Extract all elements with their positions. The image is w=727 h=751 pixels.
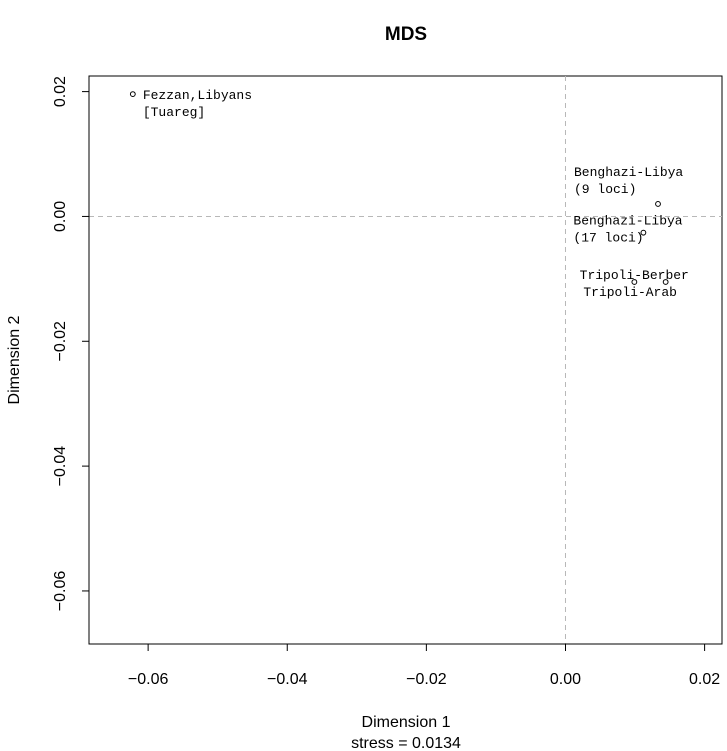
point-label: (9 loci) xyxy=(574,182,636,197)
chart-title: MDS xyxy=(385,24,427,45)
point-label: Benghazi-Libya xyxy=(573,214,682,229)
x-axis-title: Dimension 1 xyxy=(362,714,451,731)
data-point xyxy=(129,91,136,98)
x-tick-label: 0.00 xyxy=(550,671,581,688)
x-tick-label: −0.06 xyxy=(128,671,169,688)
data-point xyxy=(662,279,669,285)
y-tick-label: −0.04 xyxy=(52,446,69,487)
x-tick-label: −0.04 xyxy=(267,671,308,688)
y-axis-title: Dimension 2 xyxy=(6,315,23,404)
data-point xyxy=(655,201,661,207)
y-tick-label: 0.02 xyxy=(52,76,69,107)
point-labels: Fezzan,Libyans [Tuareg] Benghazi-Libya (9 l… xyxy=(143,88,689,300)
point-label: Tripoli-Berber xyxy=(580,268,689,283)
x-axis: −0.06 −0.04 −0.02 0.00 0.02 xyxy=(128,643,720,688)
x-tick-label: 0.02 xyxy=(689,671,720,688)
point-label: Benghazi-Libya xyxy=(574,165,683,180)
point-label: (17 loci) xyxy=(573,231,643,246)
y-axis: −0.06 −0.04 −0.02 0.00 0.02 xyxy=(52,76,90,612)
data-point xyxy=(640,229,647,236)
plot-area-frame xyxy=(88,75,723,645)
reference-lines xyxy=(89,76,722,644)
point-label: Tripoli-Arab xyxy=(583,285,677,300)
stress-subtitle: stress = 0.0134 xyxy=(351,735,461,751)
x-tick-label: −0.02 xyxy=(406,671,447,688)
point-label: Fezzan,Libyans xyxy=(143,88,252,103)
data-points xyxy=(129,91,669,285)
y-tick-label: 0.00 xyxy=(52,201,69,232)
data-point xyxy=(631,279,638,285)
y-tick-label: −0.02 xyxy=(52,321,69,362)
y-tick-label: −0.06 xyxy=(52,571,69,612)
point-label: [Tuareg] xyxy=(143,105,205,120)
